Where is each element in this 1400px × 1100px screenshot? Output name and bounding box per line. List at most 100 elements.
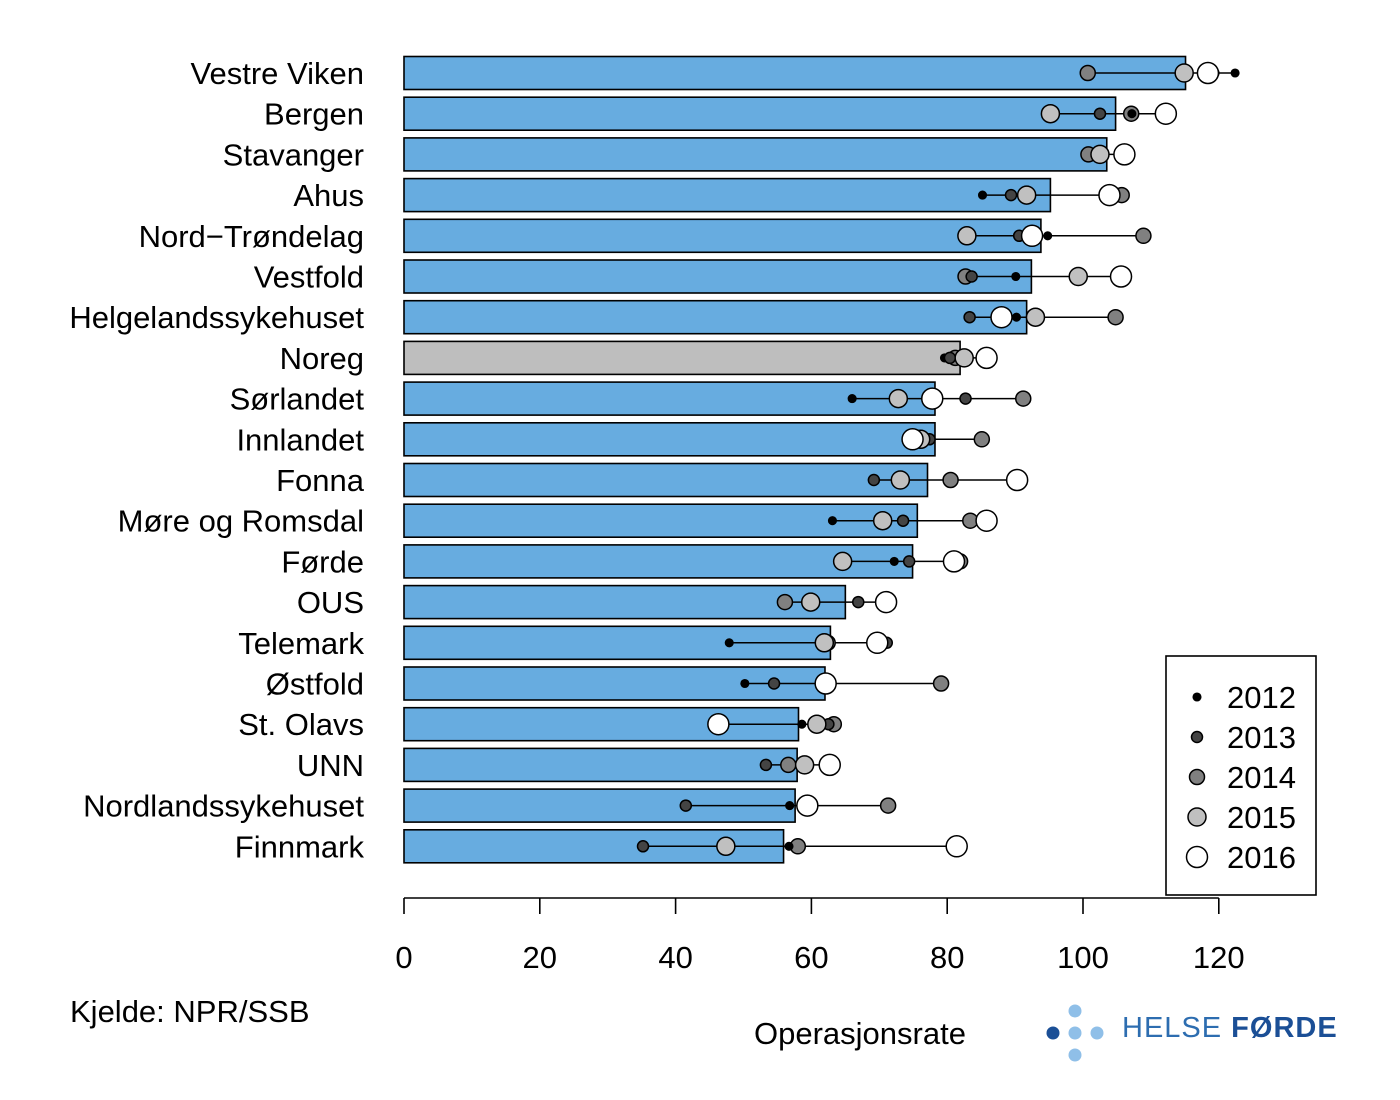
point-ous-2013 — [852, 595, 865, 609]
point-st-olavs-2012 — [797, 719, 807, 729]
point-fonna-2016 — [1005, 468, 1029, 492]
point-nordlandssykehuset-2014 — [879, 797, 897, 814]
x-tick-label-80: 80 — [930, 940, 964, 975]
legend-label-2012: 2012 — [1227, 680, 1296, 715]
category-label-unn: UNN — [297, 748, 364, 783]
point-innlandet-2016 — [901, 428, 924, 451]
bars-layer — [403, 55, 1187, 864]
point-ahus-2015 — [1016, 185, 1037, 205]
point-vestfold-2015 — [1068, 266, 1088, 287]
point-østfold-2014 — [932, 675, 950, 692]
x-tick-label-40: 40 — [658, 940, 692, 975]
point-østfold-2013 — [767, 677, 781, 690]
category-label-fonna: Fonna — [276, 463, 365, 498]
point-vestre-viken-2014 — [1079, 64, 1097, 82]
category-label-sørlandet: Sørlandet — [230, 382, 365, 417]
point-telemark-2012 — [724, 638, 734, 648]
point-ahus-2013 — [1004, 188, 1018, 202]
bar-bergen — [403, 96, 1117, 131]
legend-label-2015: 2015 — [1227, 800, 1296, 835]
point-vestre-viken-2012 — [1230, 68, 1240, 78]
legend-marker-2012 — [1192, 692, 1202, 702]
legend-label-2014: 2014 — [1227, 760, 1296, 795]
category-label-finnmark: Finnmark — [235, 829, 365, 864]
point-telemark-2015 — [814, 633, 835, 653]
source-label: Kjelde: NPR/SSB — [70, 994, 310, 1029]
point-helgelandssykehuset-2014 — [1107, 308, 1124, 326]
point-ahus-2012 — [977, 190, 988, 200]
point-førde-2016 — [942, 550, 966, 573]
category-label-stavanger: Stavanger — [223, 137, 364, 172]
x-axis: 0 20 40 60 80 100 120 — [395, 897, 1245, 975]
point-sørlandet-2016 — [921, 387, 944, 410]
bar-innlandet — [403, 421, 936, 457]
point-fonna-2013 — [867, 473, 881, 487]
bar-vestre-viken — [403, 55, 1187, 91]
legend-label-2016: 2016 — [1227, 840, 1296, 875]
point-sørlandet-2015 — [888, 388, 909, 409]
point-vestfold-2013 — [965, 270, 978, 283]
category-label-nordlandssykehuset: Nordlandssykehuset — [83, 789, 364, 824]
point-østfold-2016 — [814, 672, 837, 695]
bar-ahus — [403, 177, 1052, 213]
bar-sørlandet — [403, 381, 936, 416]
category-label-ahus: Ahus — [293, 178, 364, 213]
point-fonna-2015 — [890, 470, 911, 490]
point-nord-trøndelag-2012 — [1043, 231, 1053, 241]
point-førde-2013 — [902, 555, 916, 568]
category-label-telemark: Telemark — [238, 626, 364, 661]
x-axis-title: Operasjonsrate — [754, 1016, 966, 1051]
point-bergen-2012 — [1127, 109, 1137, 119]
point-bergen-2016 — [1154, 102, 1178, 125]
point-noreg-2016 — [975, 346, 998, 370]
legend-marker-2016 — [1185, 845, 1209, 869]
logo-wordmark: HELSE FØRDE — [1122, 1012, 1338, 1045]
point-innlandet-2014 — [973, 431, 991, 448]
point-møre-og-romsdal-2015 — [872, 510, 893, 531]
bar-stavanger — [403, 137, 1108, 172]
bar-førde — [403, 544, 914, 579]
point-unn-2015 — [794, 755, 815, 775]
legend-label-2013: 2013 — [1227, 720, 1296, 755]
point-st-olavs-2016 — [707, 712, 730, 736]
point-nordlandssykehuset-2016 — [796, 794, 819, 817]
category-labels: Vestre Viken Bergen Stavanger Ahus Nord−Trøn… — [69, 56, 364, 864]
legend-marker-2013 — [1190, 730, 1204, 744]
point-finnmark-2013 — [636, 840, 650, 853]
point-østfold-2012 — [740, 678, 750, 689]
legend-marker-2014 — [1188, 768, 1206, 786]
category-label-nord-trøndelag: Nord−Trøndelag — [139, 219, 364, 254]
logo-word-helse: HELSE — [1122, 1012, 1232, 1044]
point-ous-2014 — [776, 593, 794, 611]
point-sørlandet-2013 — [959, 392, 972, 405]
point-nord-trøndelag-2015 — [957, 226, 977, 246]
category-label-førde: Førde — [281, 544, 364, 579]
category-label-vestfold: Vestfold — [254, 260, 364, 295]
category-label-ous: OUS — [297, 585, 364, 620]
category-label-st-olavs: St. Olavs — [238, 707, 364, 742]
point-finnmark-2015 — [716, 836, 736, 857]
point-st-olavs-2015 — [807, 714, 827, 734]
point-nordlandssykehuset-2013 — [679, 799, 693, 812]
point-unn-2013 — [759, 758, 773, 772]
category-label-bergen: Bergen — [264, 97, 364, 132]
point-bergen-2013 — [1093, 107, 1107, 120]
point-nord-trøndelag-2014 — [1135, 227, 1152, 245]
bar-vestfold — [403, 259, 1033, 294]
point-stavanger-2016 — [1113, 143, 1136, 166]
point-sørlandet-2012 — [847, 394, 857, 404]
x-tick-label-0: 0 — [395, 940, 412, 975]
logo-word-forde: FØRDE — [1231, 1012, 1338, 1044]
category-label-møre-og-romsdal: Møre og Romsdal — [118, 504, 364, 539]
x-tick-label-120: 120 — [1193, 940, 1245, 975]
bar-nord-trøndelag — [403, 218, 1042, 254]
legend-marker-2015 — [1187, 807, 1207, 827]
point-noreg-2013 — [943, 351, 957, 365]
point-unn-2014 — [780, 756, 797, 774]
x-tick-label-60: 60 — [794, 940, 828, 975]
point-vestfold-2016 — [1109, 265, 1133, 288]
point-møre-og-romsdal-2013 — [896, 514, 910, 527]
point-sørlandet-2014 — [1014, 390, 1032, 407]
point-nord-trøndelag-2016 — [1020, 224, 1044, 248]
